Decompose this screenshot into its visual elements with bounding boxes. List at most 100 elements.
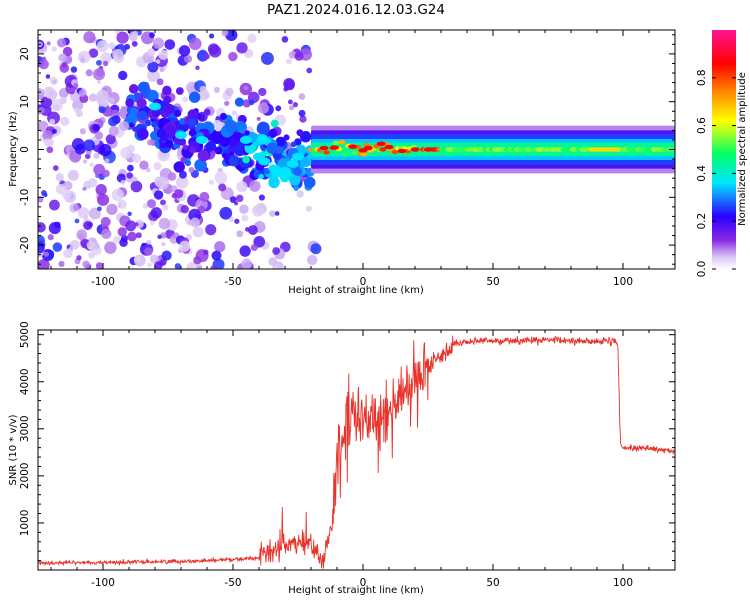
heatmap-cell	[310, 243, 322, 255]
heatmap-hotspot	[423, 147, 433, 152]
heatmap-cell	[58, 53, 67, 62]
heatmap-cell	[274, 264, 279, 269]
x-tick-label: 0	[360, 577, 367, 589]
heatmap-cell	[244, 130, 250, 136]
heatmap-cell	[154, 176, 165, 187]
heatmap-cell	[83, 221, 93, 231]
colorbar-tick-label: 0.2	[696, 213, 708, 230]
heatmap-cell	[208, 45, 222, 58]
heatmap-cell	[211, 250, 222, 261]
heatmap-cell	[93, 163, 106, 176]
heatmap-cell	[82, 260, 90, 269]
colorbar-tick-label: 0.6	[696, 117, 708, 134]
heatmap-cell	[127, 211, 132, 216]
heatmap-cell	[338, 139, 346, 145]
heatmap-cell	[57, 38, 67, 48]
heatmap-cell	[234, 218, 240, 224]
heatmap-cell	[52, 165, 59, 171]
heatmap-cell	[160, 199, 167, 206]
heatmap-cell	[292, 102, 299, 108]
heatmap-cell	[38, 222, 46, 233]
heatmap-cell	[149, 220, 155, 226]
heatmap-cell	[38, 120, 49, 133]
heatmap-cell	[75, 110, 84, 118]
heatmap-cell	[136, 97, 147, 109]
heatmap-cell	[228, 51, 238, 62]
heatmap-cell	[236, 230, 244, 238]
heatmap-cell	[199, 191, 210, 202]
heatmap-cell	[43, 251, 50, 257]
heatmap-cell	[188, 37, 202, 51]
heatmap-cell	[147, 139, 154, 146]
heatmap-cell	[391, 149, 399, 155]
heatmap-hotspot	[286, 159, 299, 168]
heatmap-cell	[258, 87, 267, 97]
heatmap-cell	[205, 224, 217, 236]
heatmap-cell	[232, 131, 243, 142]
heatmap-cell	[134, 222, 139, 227]
heatmap-cell	[126, 144, 135, 153]
heatmap-cell	[258, 173, 264, 180]
heatmap-cell	[42, 130, 53, 141]
heatmap-cell	[85, 69, 93, 77]
heatmap-cell	[125, 98, 134, 108]
heatmap-cell	[214, 241, 226, 253]
heatmap-cell	[253, 236, 266, 248]
heatmap-cell	[162, 85, 172, 96]
heatmap-cell	[146, 199, 156, 209]
heatmap-cell	[275, 136, 286, 147]
heatmap-cell	[214, 146, 223, 155]
heatmap-cell	[119, 238, 128, 248]
heatmap-cell	[96, 40, 109, 53]
heatmap-cell	[277, 158, 290, 170]
heatmap-cell	[275, 105, 282, 112]
heatmap-cell	[104, 241, 117, 254]
heatmap-cell	[173, 189, 184, 199]
heatmap-cell	[95, 262, 104, 269]
heatmap-cell	[51, 46, 57, 52]
heatmap-cell	[79, 128, 86, 135]
heatmap-cell	[153, 190, 164, 200]
y-tick-label: 10	[19, 95, 31, 108]
heatmap-cell	[256, 116, 261, 121]
colorbar-tick-label: 0.8	[696, 69, 708, 86]
heatmap-cell	[96, 193, 110, 206]
heatmap-cell	[158, 217, 171, 230]
heatmap-cell	[137, 128, 149, 140]
heatmap-cell	[192, 226, 204, 238]
heatmap-cell	[188, 129, 195, 137]
heatmap-cell	[95, 173, 100, 179]
heatmap-cell	[76, 229, 88, 240]
heatmap-cell	[242, 155, 250, 164]
heatmap-cell	[83, 31, 96, 44]
heatmap-cell	[341, 152, 349, 157]
heatmap-cell	[55, 173, 65, 182]
heatmap-cell	[236, 181, 248, 193]
heatmap-cell	[147, 48, 156, 57]
heatmap-cell	[45, 74, 51, 79]
heatmap-cell	[252, 204, 264, 217]
heatmap-hotspot	[376, 141, 386, 146]
heatmap-cell	[89, 162, 94, 167]
heatmap-cell	[137, 110, 148, 121]
heatmap-cell	[212, 119, 222, 129]
heatmap-cell	[173, 161, 185, 173]
heatmap-cell	[306, 254, 318, 266]
heatmap-cell	[95, 184, 107, 196]
heatmap-cell	[214, 171, 228, 185]
heatmap-cell	[62, 190, 72, 200]
heatmap-cell	[244, 227, 250, 232]
heatmap-cell	[46, 41, 51, 46]
heatmap-cell	[233, 143, 247, 157]
snr-y-ticks: 1000 2000 3000 4000 5000	[19, 321, 675, 562]
heatmap-cell	[183, 54, 192, 63]
heatmap-hotspot	[279, 167, 291, 176]
heatmap-cell	[274, 145, 283, 155]
heatmap-cell	[84, 153, 91, 160]
heatmap-cell	[70, 66, 78, 73]
heatmap-cell	[203, 108, 211, 116]
heatmap-cell	[289, 105, 295, 111]
heatmap-cell	[182, 96, 188, 103]
y-tick-label: 20	[19, 47, 31, 60]
